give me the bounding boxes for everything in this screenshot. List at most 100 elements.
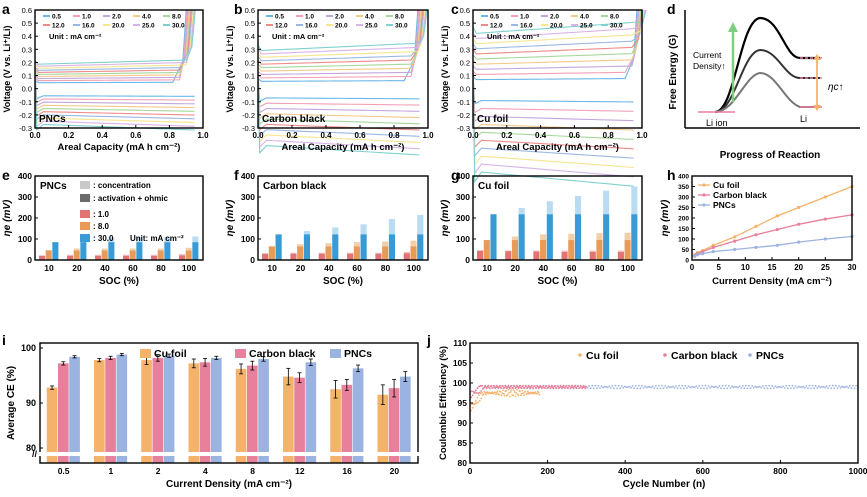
discharge-curve: [472, 72, 634, 140]
ce-point: [644, 385, 646, 388]
bar-activation: [511, 240, 519, 260]
bar-activation: [129, 250, 136, 260]
x-tick-label: 600: [696, 466, 710, 476]
ce-point: [490, 385, 493, 387]
legend-label: Cu foil: [154, 348, 187, 360]
y-tick-label: 300: [18, 192, 32, 202]
ce-point: [548, 385, 551, 388]
overpotential-bars-cu-foil: 10 20 40 60 80 100 0 100 200 300 400 SOC (%) ηe (mV)…: [440, 171, 643, 287]
x-tick-label: 0.6: [130, 131, 142, 140]
legend-label: Carbon black: [671, 350, 738, 362]
ce-point: [743, 387, 746, 390]
ce-point: [513, 385, 516, 388]
bar-concentration: [417, 214, 424, 235]
ce-point: [481, 384, 483, 387]
legend-label: : activation + ohmic: [93, 194, 168, 203]
ce-point: [561, 387, 563, 390]
charge-curve: [472, 9, 640, 70]
ce-point: [658, 384, 660, 387]
ce-point: [528, 393, 531, 395]
ce-point: [526, 386, 529, 389]
legend-label: 20.0: [335, 23, 348, 30]
discharge-curve: [257, 72, 420, 102]
discharge-curve: [257, 72, 420, 108]
bar-concentration: [533, 250, 540, 252]
x-tick-label: 0.5: [58, 466, 70, 476]
y-tick-label: -0.1: [19, 98, 32, 107]
discharge-curve: [257, 72, 420, 137]
ce-point: [545, 385, 548, 387]
ce-point: [755, 386, 758, 389]
ce-point: [712, 386, 715, 389]
discharge-curve: [257, 72, 420, 144]
bar-concentration: [631, 186, 638, 215]
ce-bar: [188, 363, 200, 463]
li-ion-label: Li ion: [706, 118, 728, 128]
x-tick-label: 0.6: [569, 131, 581, 140]
panel-name: Carbon black: [262, 114, 326, 125]
y-tick-label: 100: [456, 234, 470, 244]
x-tick-label: 1.0: [636, 131, 648, 140]
ce-point: [813, 387, 816, 390]
legend-label: 2.0: [112, 14, 121, 21]
panel-label-b: b: [234, 1, 243, 17]
bar-concentration: [297, 244, 304, 247]
charge-curve: [34, 9, 194, 69]
bar-concentration: [179, 254, 186, 256]
ce-point: [495, 393, 497, 396]
charge-curve: [472, 9, 646, 40]
ce-point: [799, 386, 802, 389]
x-tick-label: 15: [768, 263, 777, 272]
bar-concentration: [540, 234, 547, 241]
ce-bar: [258, 359, 269, 463]
ce-point: [616, 387, 618, 390]
charge-curve: [257, 9, 426, 58]
energy-curve-low: [714, 71, 820, 113]
panel-label-a: a: [2, 1, 10, 17]
ce-point: [582, 384, 585, 387]
bar-concentration: [375, 252, 382, 254]
ce-point: [507, 388, 510, 391]
y-tick-label: 0.0: [460, 85, 470, 94]
data-point: [695, 253, 699, 257]
legend-marker: [578, 353, 582, 357]
bar-concentration: [589, 250, 596, 253]
ce-point: [568, 385, 571, 388]
panel-label-f: f: [234, 167, 239, 183]
bar-concentration: [325, 243, 332, 247]
ce-point: [627, 386, 629, 389]
y-tick-label: 0.4: [22, 32, 32, 41]
ce-point: [776, 386, 778, 389]
data-point: [733, 247, 737, 252]
ce-point: [724, 384, 727, 387]
ce-point: [696, 387, 699, 389]
series-line: [694, 235, 853, 257]
ce-bar: [330, 389, 341, 463]
bar-activation: [185, 250, 192, 260]
y-tick-label: 0.3: [245, 45, 255, 54]
discharge-curve: [34, 72, 195, 128]
legend-marker: [702, 203, 706, 207]
ce-point: [701, 384, 704, 387]
bar-concentration: [318, 252, 325, 254]
legend-marker: [663, 353, 667, 357]
bar-activation: [95, 255, 102, 260]
ce-point: [768, 384, 771, 387]
ce-point: [470, 409, 473, 412]
charge-curve: [472, 9, 638, 81]
ce-point: [836, 387, 839, 390]
charge-curve: [257, 9, 423, 69]
discharge-curve: [34, 72, 195, 124]
y-tick-label: 300: [241, 192, 255, 202]
bar-activation: [303, 234, 311, 260]
ce-point: [502, 389, 504, 392]
legend-marker: [748, 353, 752, 357]
energy-xlabel: Progress of Reaction: [720, 150, 821, 161]
ce-point: [479, 384, 482, 387]
bar-activation: [353, 246, 360, 260]
ce-point: [738, 385, 741, 388]
charge-curve: [472, 9, 644, 50]
bar-activation: [347, 253, 354, 260]
y-tick-label: 0.4: [460, 32, 470, 41]
ce-point: [803, 386, 806, 389]
